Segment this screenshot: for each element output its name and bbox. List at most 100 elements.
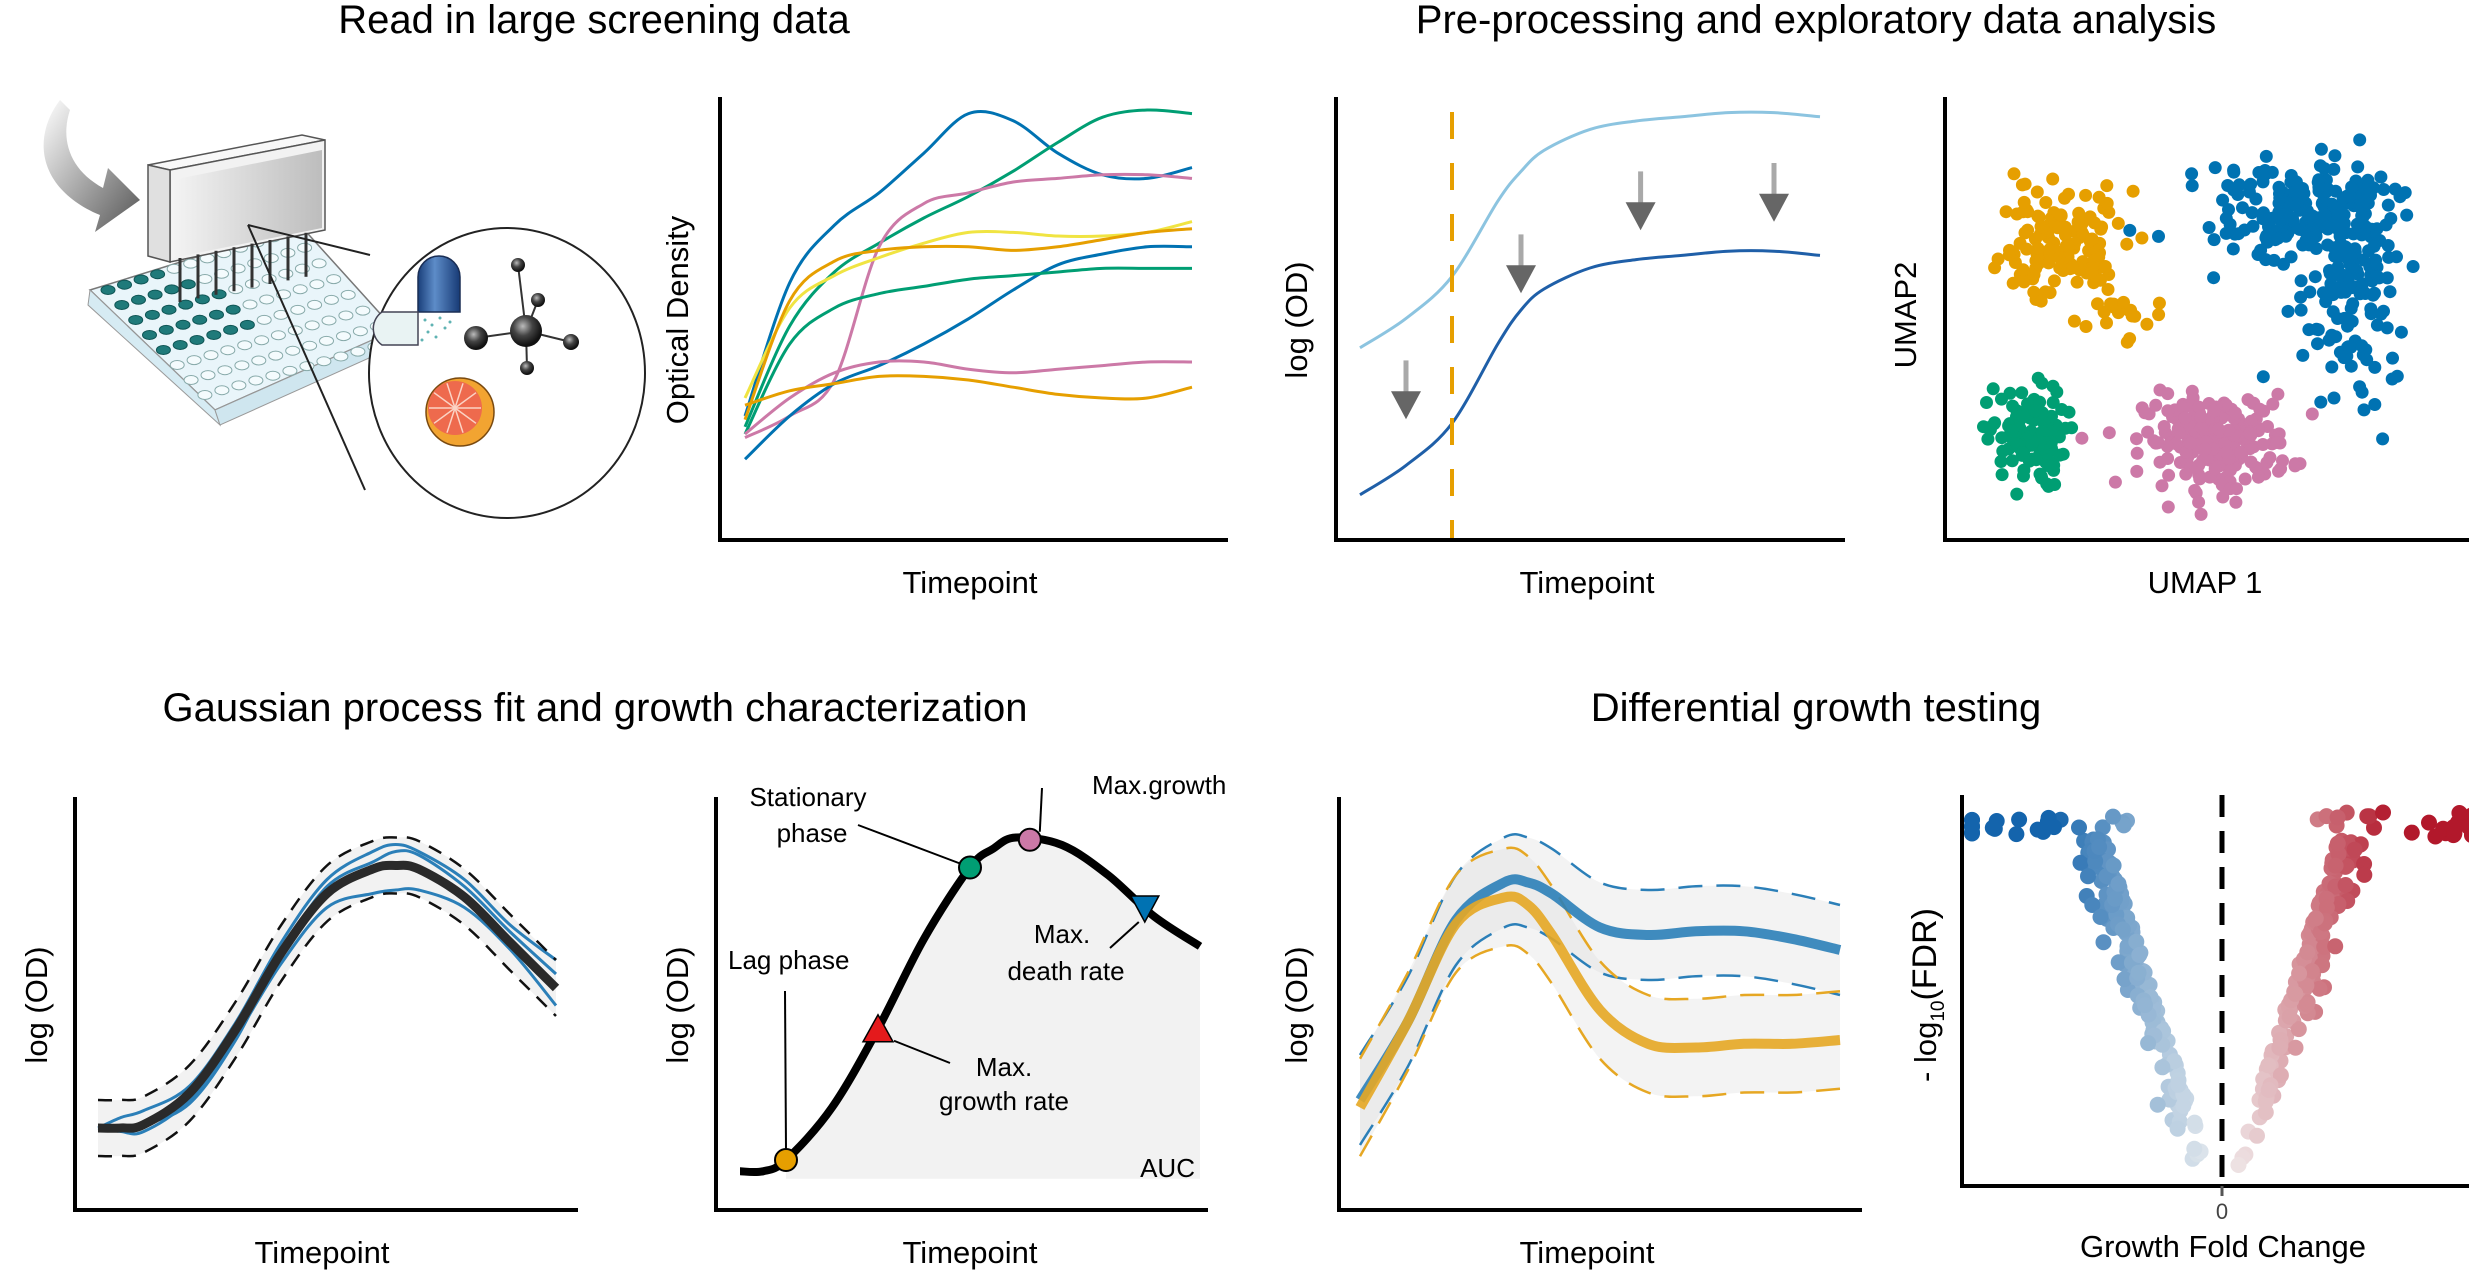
well [278,268,294,279]
umap-point-pink [2192,495,2206,509]
lower-bound-condition-orange [1358,943,1841,1157]
umap-point-orange [2021,223,2035,237]
umap-point-orange [2031,209,2045,223]
chart-preprocessing: Timepoint log (OD) [1279,97,1845,600]
volcano-point-negative [2131,947,2148,963]
umap-point-pink [2157,420,2171,433]
umap-point-blue [2185,179,2199,193]
umap-point-blue [2400,208,2414,222]
capsule-icon [372,255,461,346]
series-line-normalized [1359,249,1821,497]
umap-point-blue [2236,201,2249,215]
umap-point-blue [2219,226,2233,240]
umap-point-blue [2249,192,2263,206]
umap-point-blue [2353,380,2367,394]
umap-point-pink [2161,404,2175,418]
umap-point-pink [2161,500,2175,514]
volcano-point-positive [2249,1127,2265,1144]
volcano-point-positive [2327,938,2344,955]
umap-point-blue [2259,167,2273,181]
umap-point-pink [2266,397,2280,411]
umap-point-orange [2091,297,2104,311]
gp-mean-line [97,860,560,1133]
volcano-point-positive [2307,910,2324,927]
umap-point-blue [2294,274,2308,288]
umap-point-orange [1999,205,2013,219]
volcano-point-negative [2128,933,2145,950]
fruit-segment [446,383,456,409]
well [248,375,264,386]
well [247,258,263,269]
umap-point-green [1986,382,2000,396]
well [290,304,306,315]
annot-stationary-line1: Stationary [749,782,866,812]
series-line-orange-1 [743,227,1193,421]
volcano-point-positive [2260,1082,2277,1098]
well [311,258,327,269]
volcano-point-positive [2303,963,2320,980]
umap-point-green [2041,459,2055,473]
umap-point-orange [2018,177,2032,191]
umap-point-green [2046,379,2060,393]
curved-arrow-icon [43,100,140,232]
umap-point-orange [2085,266,2099,280]
umap-point-blue [2368,360,2382,374]
volcano-point-negative [2084,897,2101,913]
umap-point-pink [2288,459,2302,473]
well [282,365,298,376]
chart-raw-curves: Timepoint Optical Density [660,97,1228,600]
volcano-point-negative [2186,1140,2203,1157]
umap-point-pink [2220,445,2234,459]
volcano-point-positive [2375,804,2391,821]
well [211,289,227,300]
umap-point-blue [2294,290,2308,304]
umap-point-orange [2066,261,2080,275]
umap-point-pink [2130,432,2143,446]
umap-point-blue [2227,165,2241,179]
volcano-point-negative [1964,817,1980,834]
well [309,279,325,290]
down-arrow-icon [1506,234,1536,294]
umap-point-orange [2120,335,2134,349]
volcano-point-positive [2287,1039,2304,1056]
umap-point-blue [2288,185,2302,199]
umap-point-blue [2345,180,2359,194]
well [307,299,323,310]
umap-point-blue [2216,193,2230,207]
umap-point-blue [2256,370,2270,384]
volcano-point-negative [2154,1059,2171,1076]
umap-point-orange [2072,206,2086,220]
umap-point-blue [2355,228,2369,242]
well [144,309,160,320]
volcano-point-positive [2445,819,2462,836]
umap-point-blue [2312,173,2326,187]
umap-point-blue [2368,398,2382,411]
umap-point-blue [2273,191,2287,205]
umap-point-green [2015,446,2029,460]
umap-point-green [2062,405,2076,419]
well [131,294,146,305]
umap-point-pink [2244,414,2258,428]
marker-max-death-rate [1129,895,1161,924]
auc-label: AUC [1140,1153,1195,1183]
section-title-gp-fit: Gaussian process fit and growth characte… [162,686,1028,730]
leader-max-growth-rate [893,1039,951,1064]
umap-point-blue [2326,305,2340,319]
umap-point-orange [2098,260,2112,273]
umap-point-orange [2043,242,2057,256]
umap-point-pink [2270,436,2284,449]
umap-point-blue [2361,173,2375,187]
well [234,360,250,371]
section-title-differential: Differential growth testing [1590,686,2042,730]
umap-point-pink [2108,475,2122,489]
well [189,335,205,345]
chart-gp-fit: Timepoint log (OD) [19,797,578,1270]
umap-point-pink [2244,455,2258,469]
well [340,289,356,300]
umap-point-orange [2007,167,2021,181]
umap-point-blue [2152,229,2165,243]
umap-point-green [2005,454,2019,468]
well [268,350,284,361]
umap-point-pink [2149,398,2163,412]
volcano-point-negative [2039,813,2056,830]
